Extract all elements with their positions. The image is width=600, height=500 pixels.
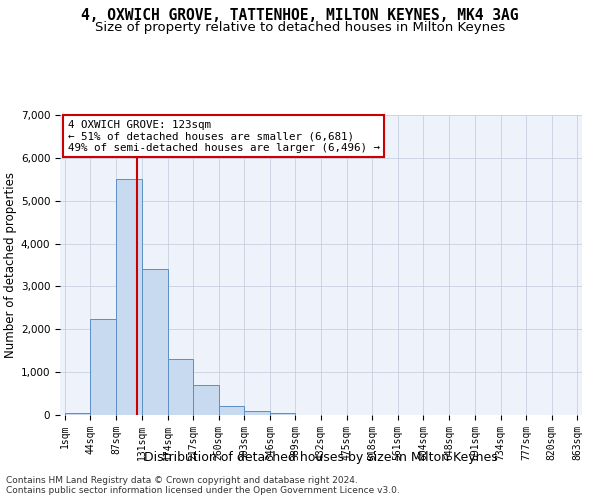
Text: Contains HM Land Registry data © Crown copyright and database right 2024.: Contains HM Land Registry data © Crown c… — [6, 476, 358, 485]
Bar — [142, 270, 167, 415]
Bar — [244, 410, 270, 415]
Bar — [219, 406, 244, 415]
Bar — [116, 180, 142, 415]
Text: 4 OXWICH GROVE: 123sqm
← 51% of detached houses are smaller (6,681)
49% of semi-: 4 OXWICH GROVE: 123sqm ← 51% of detached… — [68, 120, 380, 152]
Y-axis label: Number of detached properties: Number of detached properties — [4, 172, 17, 358]
Text: Size of property relative to detached houses in Milton Keynes: Size of property relative to detached ho… — [95, 21, 505, 34]
Bar — [193, 385, 219, 415]
Text: Contains public sector information licensed under the Open Government Licence v3: Contains public sector information licen… — [6, 486, 400, 495]
Bar — [91, 318, 116, 415]
Bar — [65, 413, 91, 415]
Text: 4, OXWICH GROVE, TATTENHOE, MILTON KEYNES, MK4 3AG: 4, OXWICH GROVE, TATTENHOE, MILTON KEYNE… — [81, 8, 519, 22]
Text: Distribution of detached houses by size in Milton Keynes: Distribution of detached houses by size … — [144, 451, 498, 464]
Bar — [167, 360, 193, 415]
Bar — [270, 413, 295, 415]
